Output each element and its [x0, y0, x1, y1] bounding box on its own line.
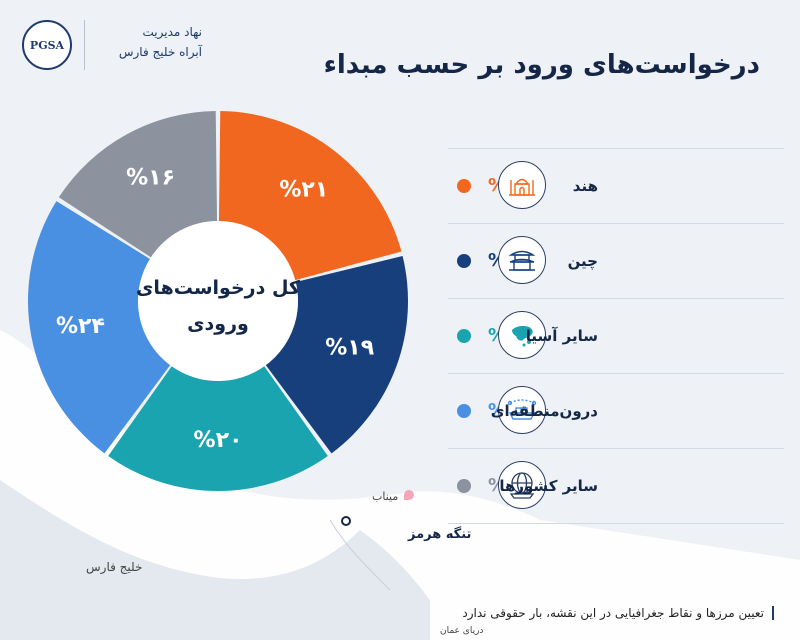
- donut-label-other-asia: %۲۰: [194, 428, 243, 453]
- header: PGSA نهاد مدیریت آبراه خلیج فارس درخواست…: [0, 0, 800, 100]
- donut-hole: [138, 221, 298, 381]
- map-label-minab: میناب: [372, 490, 399, 503]
- org-line-2: آبراه خلیج فارس: [118, 45, 202, 59]
- globe-ship-icon: [498, 461, 546, 509]
- minab-marker-icon: [404, 490, 414, 500]
- legend-dot-china: [457, 254, 471, 268]
- coastline: [329, 519, 391, 591]
- legend-row-other-countries: %۱۶ سایر کشورها: [448, 449, 784, 524]
- legend: %۲۱ هند %۱۹ چین %۲۰ سایر آسیا %۲۴: [448, 148, 784, 524]
- legend-dot-other-countries: [457, 479, 471, 493]
- legend-dot-india: [457, 179, 471, 193]
- legend-dot-other-asia: [457, 329, 471, 343]
- legend-row-other-asia: %۲۰ سایر آسیا: [448, 299, 784, 374]
- asia-map-icon: [498, 311, 546, 359]
- donut-segment-other-countries: [58, 111, 218, 258]
- donut-segment-other-asia: [108, 366, 328, 491]
- donut-label-china: %۱۹: [325, 335, 374, 360]
- donut-segment-india: [218, 111, 402, 281]
- map-disclaimer: تعیین مرزها و نقاط جغرافیایی در این نقشه…: [462, 606, 774, 620]
- pagoda-icon: [498, 236, 546, 284]
- map-label-oman-sea: دریای عمان: [440, 626, 484, 636]
- taj-mahal-icon: [498, 161, 546, 209]
- legend-row-china: %۱۹ چین: [448, 224, 784, 299]
- center-label-line-2: ورودی: [187, 313, 249, 335]
- donut-segment-china: [265, 255, 409, 454]
- legend-name-china: چین: [567, 252, 598, 270]
- cargo-ship-route-icon: [498, 386, 546, 434]
- land-mass: [0, 330, 800, 640]
- legend-name-intra-regional: درون‌منطقه‌ای: [490, 402, 598, 420]
- gulf-water: [0, 480, 430, 640]
- legend-row-intra-regional: %۲۴ درون‌منطقه‌ای: [448, 374, 784, 449]
- legend-name-other-countries: سایر کشورها: [499, 477, 598, 495]
- org-line-1: نهاد مدیریت: [142, 25, 203, 39]
- map-label-persian-gulf: خلیج فارس: [86, 560, 143, 574]
- legend-name-india: هند: [572, 177, 598, 195]
- logo-text: PGSA: [29, 38, 65, 52]
- donut-segment-intra-regional: [28, 201, 171, 454]
- center-label-line-1: کل درخواست‌های: [136, 277, 301, 299]
- pgsa-logo: PGSA: [22, 20, 72, 70]
- organization-name: نهاد مدیریت آبراه خلیج فارس: [92, 22, 202, 62]
- legend-dot-intra-regional: [457, 404, 471, 418]
- donut-label-other-countries: %۱۶: [126, 165, 175, 190]
- logo-divider: [84, 20, 85, 70]
- strait-marker-icon: [341, 516, 351, 526]
- legend-name-other-asia: سایر آسیا: [525, 327, 598, 345]
- donut-label-india: %۲۱: [279, 177, 328, 202]
- legend-row-india: %۲۱ هند: [448, 148, 784, 224]
- map-label-strait-of-hormuz: تنگه هرمز: [408, 527, 472, 542]
- page-title: درخواست‌های ورود بر حسب مبداء: [323, 50, 760, 80]
- donut-label-intra-regional: %۲۴: [56, 314, 105, 339]
